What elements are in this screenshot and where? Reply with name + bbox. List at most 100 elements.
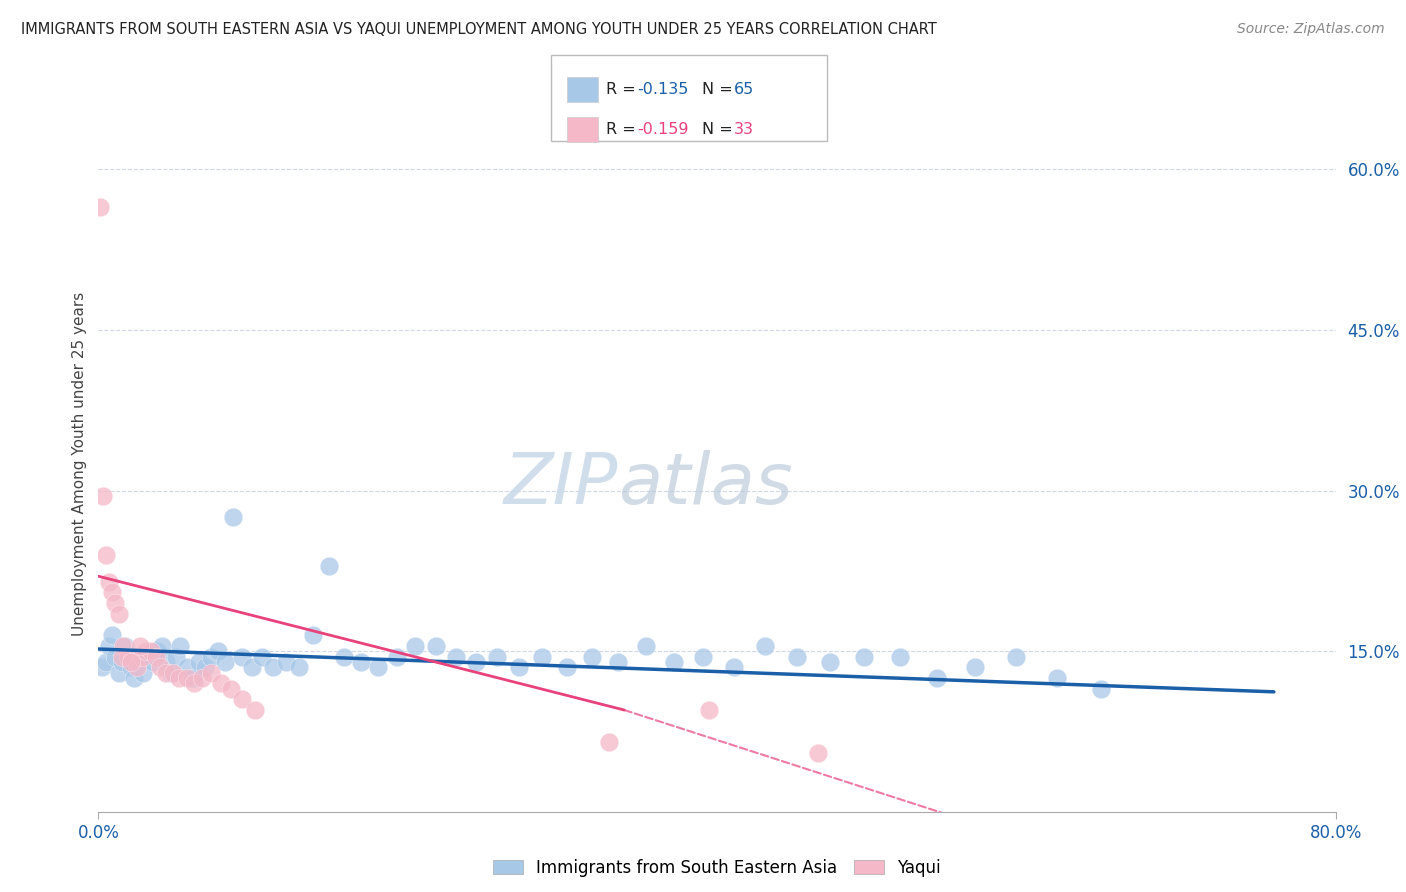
Point bbox=[162, 665, 184, 680]
Text: atlas: atlas bbox=[619, 450, 793, 519]
Point bbox=[101, 628, 124, 642]
Point bbox=[122, 671, 145, 685]
Point bbox=[243, 703, 266, 717]
Point bbox=[104, 649, 127, 664]
Point bbox=[128, 655, 150, 669]
Point bbox=[131, 649, 153, 664]
Point bbox=[333, 649, 356, 664]
Text: R =: R = bbox=[606, 82, 641, 96]
Point bbox=[107, 607, 129, 621]
Point bbox=[754, 639, 776, 653]
Point bbox=[555, 660, 578, 674]
Point bbox=[145, 649, 167, 664]
Point bbox=[117, 649, 139, 664]
Point bbox=[965, 660, 987, 674]
Point bbox=[274, 655, 297, 669]
Point bbox=[111, 655, 132, 669]
Point bbox=[129, 639, 152, 653]
Point bbox=[222, 510, 245, 524]
Point bbox=[425, 639, 447, 653]
Text: R =: R = bbox=[606, 122, 641, 136]
Point bbox=[96, 548, 118, 562]
Point bbox=[581, 649, 603, 664]
Point bbox=[221, 681, 243, 696]
Point bbox=[98, 574, 121, 589]
Point bbox=[191, 671, 214, 685]
Legend: Immigrants from South Eastern Asia, Yaqui: Immigrants from South Eastern Asia, Yaqu… bbox=[486, 852, 948, 883]
Point bbox=[231, 692, 253, 706]
Point bbox=[176, 671, 198, 685]
Point bbox=[169, 639, 191, 653]
Point bbox=[699, 703, 721, 717]
Point bbox=[98, 639, 121, 653]
Point bbox=[90, 660, 112, 674]
Point bbox=[150, 639, 173, 653]
Point bbox=[852, 649, 875, 664]
Point bbox=[155, 665, 177, 680]
Text: -0.159: -0.159 bbox=[637, 122, 689, 136]
Point bbox=[464, 655, 486, 669]
Point bbox=[136, 649, 159, 664]
Point bbox=[723, 660, 745, 674]
Point bbox=[662, 655, 685, 669]
Point bbox=[121, 649, 143, 664]
Point bbox=[350, 655, 373, 669]
Point bbox=[167, 671, 190, 685]
Point bbox=[486, 649, 509, 664]
Point bbox=[96, 655, 118, 669]
Point bbox=[132, 665, 155, 680]
Point bbox=[288, 660, 311, 674]
Point bbox=[444, 649, 467, 664]
Text: N =: N = bbox=[702, 82, 738, 96]
Text: -0.135: -0.135 bbox=[637, 82, 689, 96]
Point bbox=[1004, 649, 1026, 664]
Point bbox=[214, 655, 236, 669]
Point bbox=[302, 628, 325, 642]
Point bbox=[181, 671, 204, 685]
Point bbox=[188, 655, 211, 669]
Point bbox=[101, 585, 124, 599]
Point bbox=[531, 649, 554, 664]
Point bbox=[385, 649, 408, 664]
Point bbox=[200, 649, 222, 664]
Point bbox=[200, 665, 222, 680]
Point bbox=[117, 649, 139, 664]
Text: N =: N = bbox=[702, 122, 738, 136]
Point bbox=[786, 649, 808, 664]
Point bbox=[111, 649, 132, 664]
Point bbox=[252, 649, 274, 664]
Point bbox=[367, 660, 389, 674]
Point bbox=[183, 676, 205, 690]
Point bbox=[89, 200, 111, 214]
Point bbox=[112, 639, 135, 653]
Point bbox=[209, 676, 232, 690]
Point bbox=[160, 665, 183, 680]
Point bbox=[120, 660, 142, 674]
Y-axis label: Unemployment Among Youth under 25 years: Unemployment Among Youth under 25 years bbox=[72, 292, 87, 636]
Text: ZIP: ZIP bbox=[503, 450, 619, 519]
Point bbox=[240, 660, 263, 674]
Point bbox=[107, 665, 129, 680]
Point bbox=[139, 644, 162, 658]
Point bbox=[146, 644, 169, 658]
Text: IMMIGRANTS FROM SOUTH EASTERN ASIA VS YAQUI UNEMPLOYMENT AMONG YOUTH UNDER 25 YE: IMMIGRANTS FROM SOUTH EASTERN ASIA VS YA… bbox=[21, 22, 936, 37]
Point bbox=[104, 596, 127, 610]
Point bbox=[405, 639, 427, 653]
Text: 33: 33 bbox=[734, 122, 754, 136]
Point bbox=[889, 649, 911, 664]
Point bbox=[231, 649, 253, 664]
Point bbox=[165, 649, 187, 664]
Point bbox=[135, 644, 157, 658]
Point bbox=[807, 746, 830, 760]
Point bbox=[91, 489, 114, 503]
Point bbox=[114, 639, 136, 653]
Text: Source: ZipAtlas.com: Source: ZipAtlas.com bbox=[1237, 22, 1385, 37]
Point bbox=[120, 655, 142, 669]
Point bbox=[127, 660, 149, 674]
Point bbox=[149, 660, 172, 674]
Point bbox=[607, 655, 630, 669]
Point bbox=[818, 655, 841, 669]
Point bbox=[318, 558, 340, 573]
Point bbox=[598, 735, 620, 749]
Point bbox=[141, 655, 165, 669]
